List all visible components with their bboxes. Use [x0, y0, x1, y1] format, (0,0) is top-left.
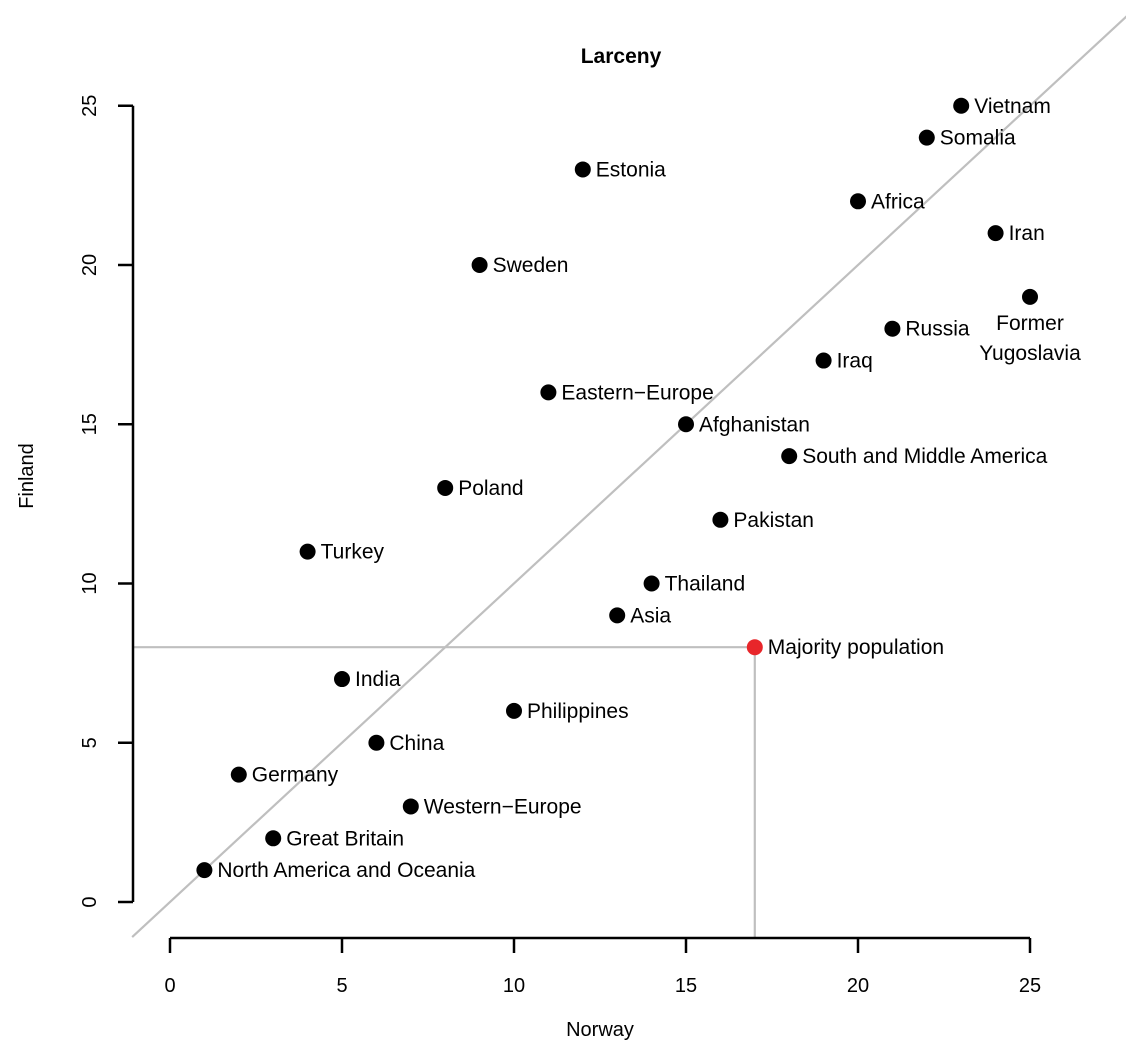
y-tick-label: 10	[79, 572, 101, 594]
x-tick-label: 20	[847, 975, 869, 997]
point-label: Poland	[458, 477, 523, 500]
y-tick-label: 20	[79, 254, 101, 276]
data-point	[781, 448, 798, 465]
data-point	[643, 575, 660, 592]
point-label: Former Yugoslavia	[979, 312, 1081, 365]
data-point	[746, 639, 763, 656]
x-tick-label: 5	[336, 975, 347, 997]
data-point	[987, 225, 1004, 242]
data-point	[678, 416, 694, 433]
point-label: Somalia	[940, 127, 1016, 150]
point-label: Turkey	[321, 541, 385, 564]
point-label: Iraq	[837, 350, 873, 373]
y-ticks: 0 5 10 15 20 25	[79, 95, 133, 908]
point-label: Sweden	[493, 254, 569, 277]
point-label: Western−Europe	[424, 795, 582, 818]
data-point	[609, 607, 626, 624]
point-label: China	[389, 732, 444, 755]
data-points: Vietnam Somalia Estonia Africa Iran Sweden For…	[196, 95, 1081, 882]
data-point	[368, 734, 385, 751]
data-point	[884, 320, 901, 337]
point-label: India	[355, 668, 401, 691]
data-point	[402, 798, 419, 815]
x-tick-label: 15	[675, 975, 697, 997]
point-label: Estonia	[596, 158, 666, 181]
point-label: Africa	[871, 190, 925, 213]
data-point	[918, 129, 935, 146]
reference-lines	[131, 15, 1126, 938]
point-label: Great Britain	[286, 827, 404, 850]
data-point	[334, 671, 350, 688]
y-axis-title: Finland	[16, 443, 38, 509]
axes: 0 5 10 15 20 25 0 5 10 15 20 25	[79, 95, 1041, 997]
point-label: Thailand	[665, 573, 746, 596]
data-point	[815, 352, 832, 369]
x-tick-label: 0	[164, 975, 175, 997]
point-label: South and Middle America	[802, 445, 1047, 468]
x-axis-title: Norway	[566, 1019, 634, 1041]
x-ticks: 0 5 10 15 20 25	[164, 938, 1041, 997]
point-label: Vietnam	[974, 95, 1051, 118]
x-tick-label: 10	[503, 975, 525, 997]
data-point	[471, 257, 488, 273]
x-tick-label: 25	[1019, 975, 1041, 997]
y-tick-label: 25	[79, 95, 101, 117]
point-label: Germany	[252, 764, 339, 787]
y-tick-label: 15	[79, 413, 101, 435]
data-point	[953, 97, 970, 114]
identity-line	[131, 15, 1126, 938]
chart-title: Larceny	[581, 45, 662, 68]
data-point	[540, 384, 557, 401]
point-label: Pakistan	[733, 509, 814, 532]
data-point	[437, 479, 454, 496]
y-tick-label: 0	[79, 896, 101, 907]
point-label: Philippines	[527, 700, 629, 723]
point-label: Asia	[630, 604, 671, 627]
y-tick-label: 5	[79, 737, 101, 748]
data-point	[265, 830, 282, 847]
point-label: Majority population	[768, 636, 944, 659]
point-label: North America and Oceania	[217, 859, 475, 882]
data-point	[506, 702, 522, 719]
data-point	[1022, 288, 1038, 305]
point-label: Eastern−Europe	[561, 381, 713, 404]
data-point	[230, 766, 247, 783]
data-point	[850, 193, 866, 210]
data-point	[712, 511, 729, 528]
data-point	[196, 862, 213, 879]
point-label: Russia	[905, 318, 970, 341]
data-point	[574, 161, 591, 178]
data-point	[299, 543, 316, 560]
point-label: Iran	[1009, 222, 1045, 245]
point-label: Afghanistan	[699, 413, 810, 436]
